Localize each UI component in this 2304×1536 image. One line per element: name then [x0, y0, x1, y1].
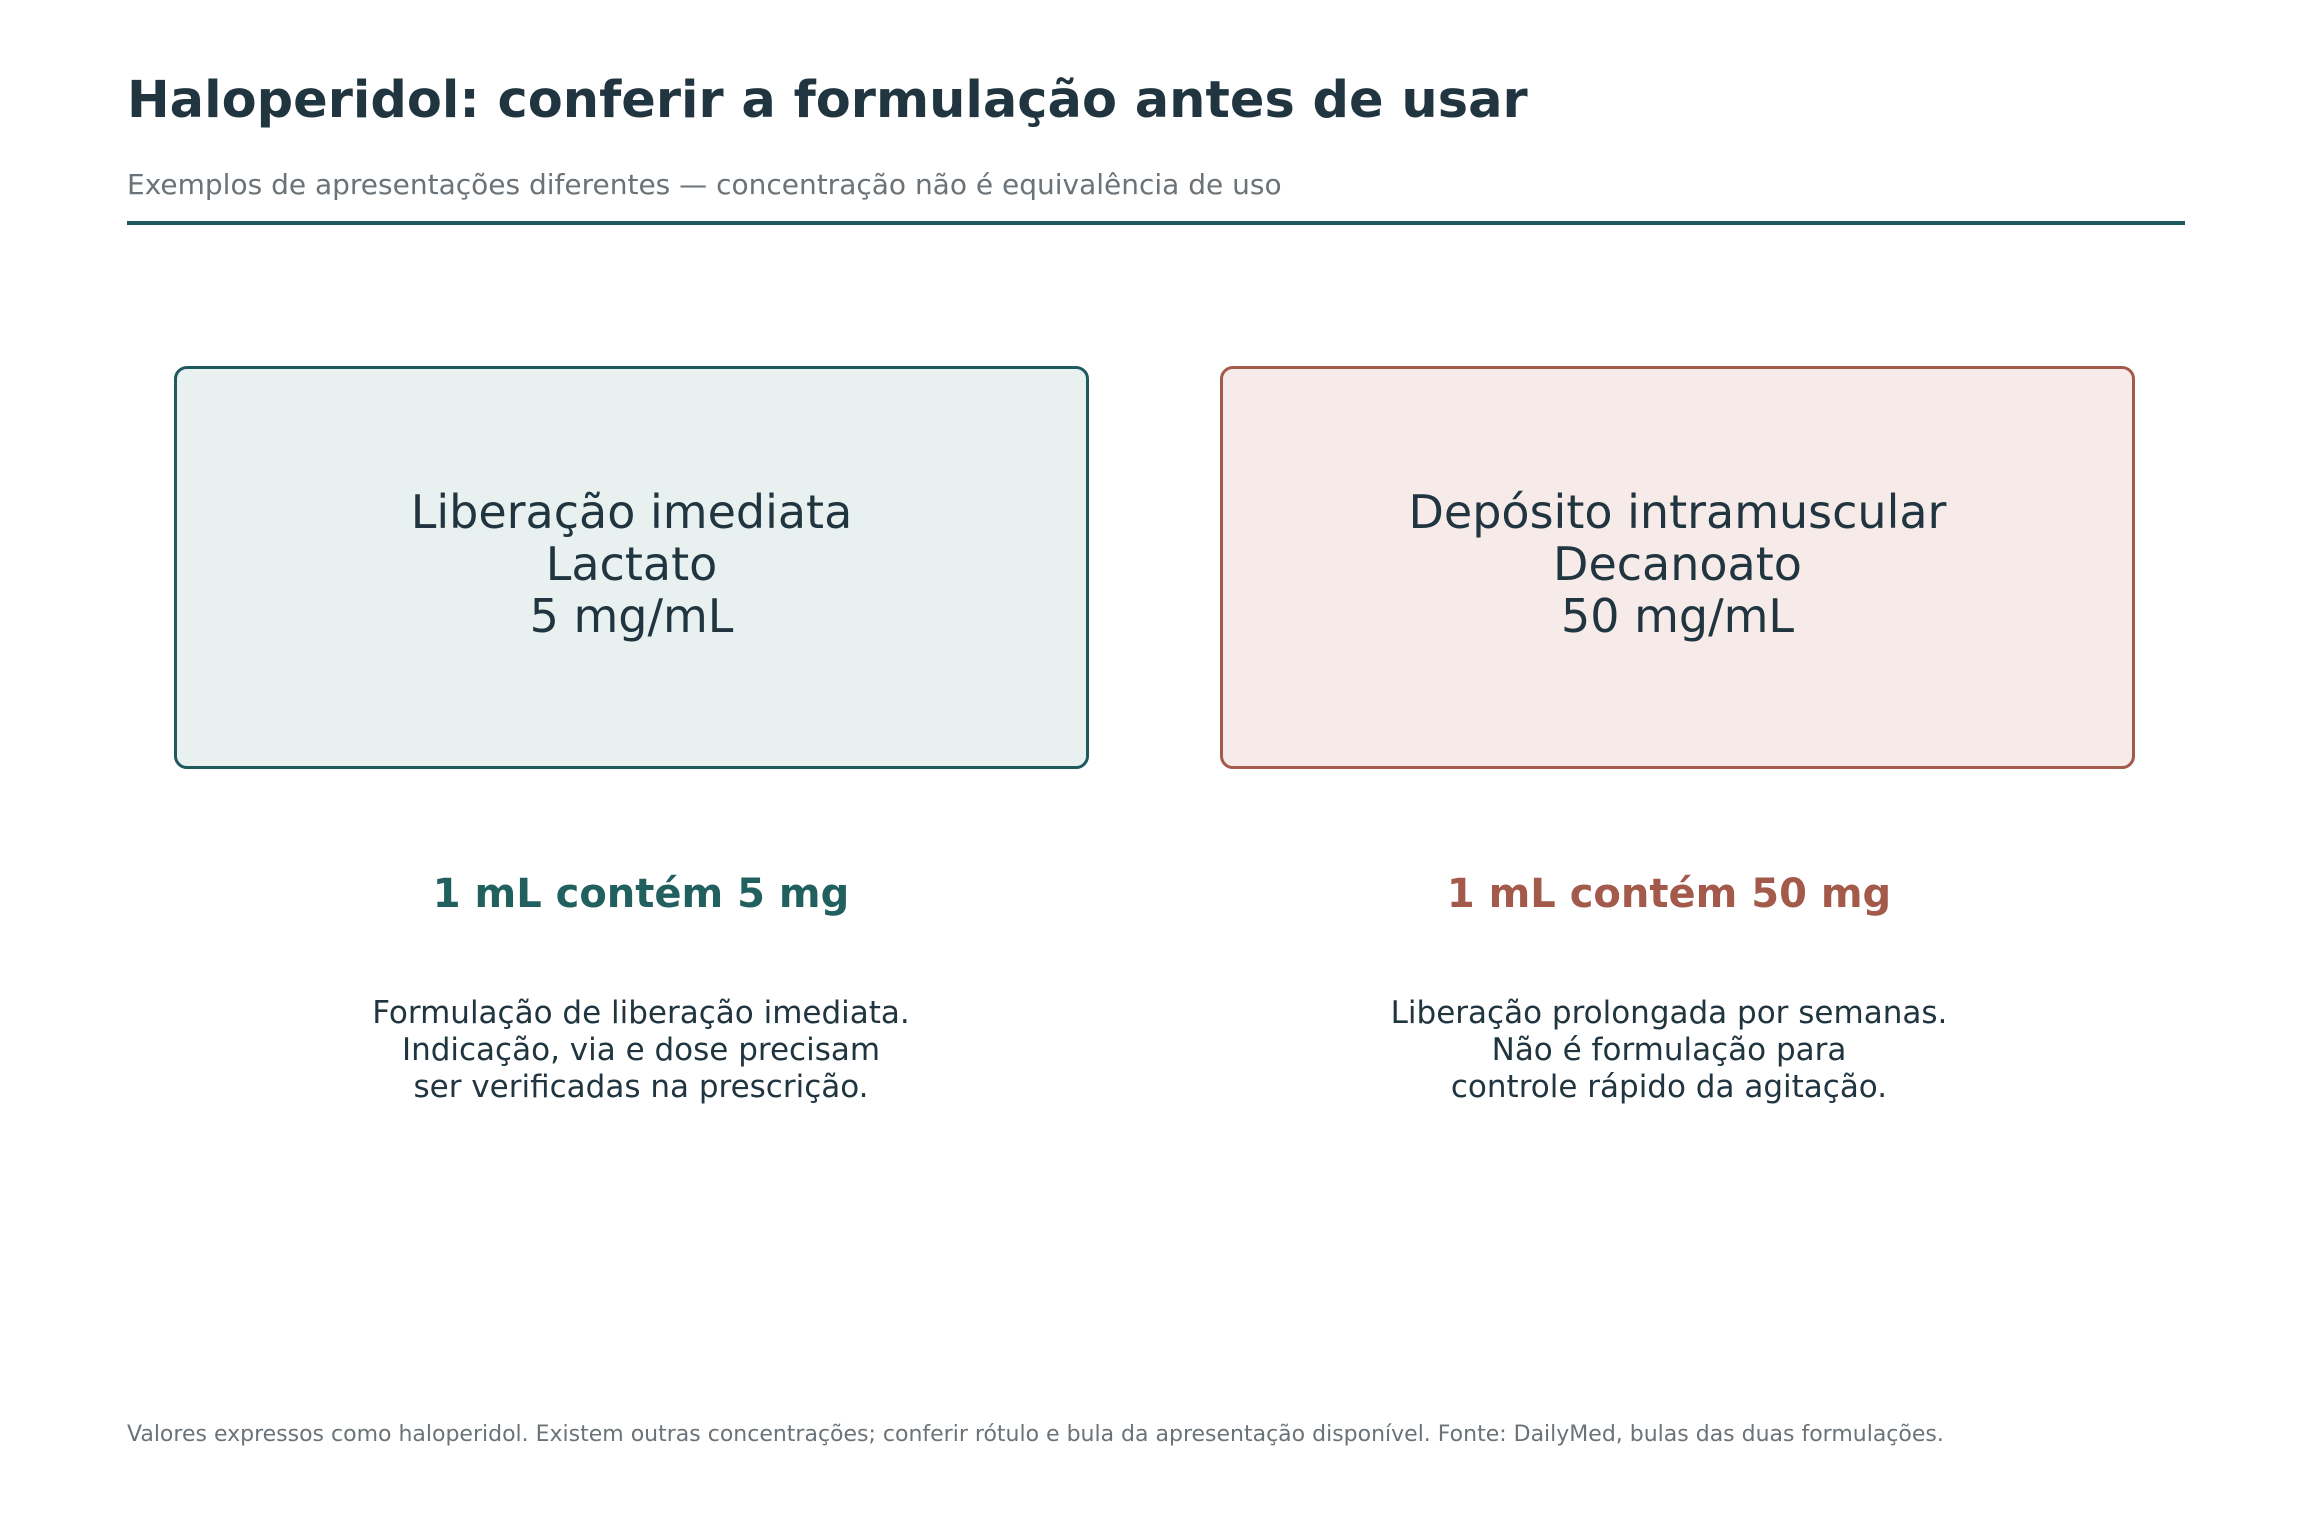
immediate-release-note-line: ser verificadas na prescrição. [413, 1069, 869, 1105]
card-immediate-release: Liberação imediata Lactato 5 mg/mL [174, 366, 1089, 769]
immediate-release-note: Formulação de liberação imediata. Indica… [141, 995, 1141, 1106]
depot-note-line: controle rápido da agitação. [1450, 1069, 1888, 1105]
depot-note: Liberação prolongada por semanas. Não é … [1169, 995, 2169, 1106]
card-depot: Depósito intramuscular Decanoato 50 mg/m… [1220, 366, 2135, 769]
immediate-release-note-line: Formulação de liberação imediata. [372, 995, 910, 1031]
card-depot-salt: Decanoato [1553, 536, 1802, 591]
page-subtitle: Exemplos de apresentações diferentes — c… [127, 168, 1282, 201]
card-depot-type: Depósito intramuscular [1408, 484, 1947, 539]
card-immediate-release-type: Liberação imediata [410, 484, 853, 539]
card-immediate-release-concentration: 5 mg/mL [529, 588, 734, 643]
depot-note-line: Não é formulação para [1491, 1032, 1847, 1068]
card-immediate-release-salt: Lactato [545, 536, 718, 591]
card-depot-content: Depósito intramuscular Decanoato 50 mg/m… [1409, 486, 1947, 642]
footer-note: Valores expressos como haloperidol. Exis… [127, 1422, 1944, 1447]
immediate-release-ratio: 1 mL contém 5 mg [432, 871, 850, 917]
header-divider [127, 221, 2185, 225]
page-title: Haloperidol: conferir a formulação antes… [127, 71, 1528, 130]
card-immediate-release-content: Liberação imediata Lactato 5 mg/mL [411, 486, 853, 642]
depot-note-line: Liberação prolongada por semanas. [1390, 995, 1948, 1031]
immediate-release-note-line: Indicação, via e dose precisam [401, 1032, 881, 1068]
depot-ratio: 1 mL contém 50 mg [1446, 871, 1892, 917]
card-depot-concentration: 50 mg/mL [1560, 588, 1795, 643]
